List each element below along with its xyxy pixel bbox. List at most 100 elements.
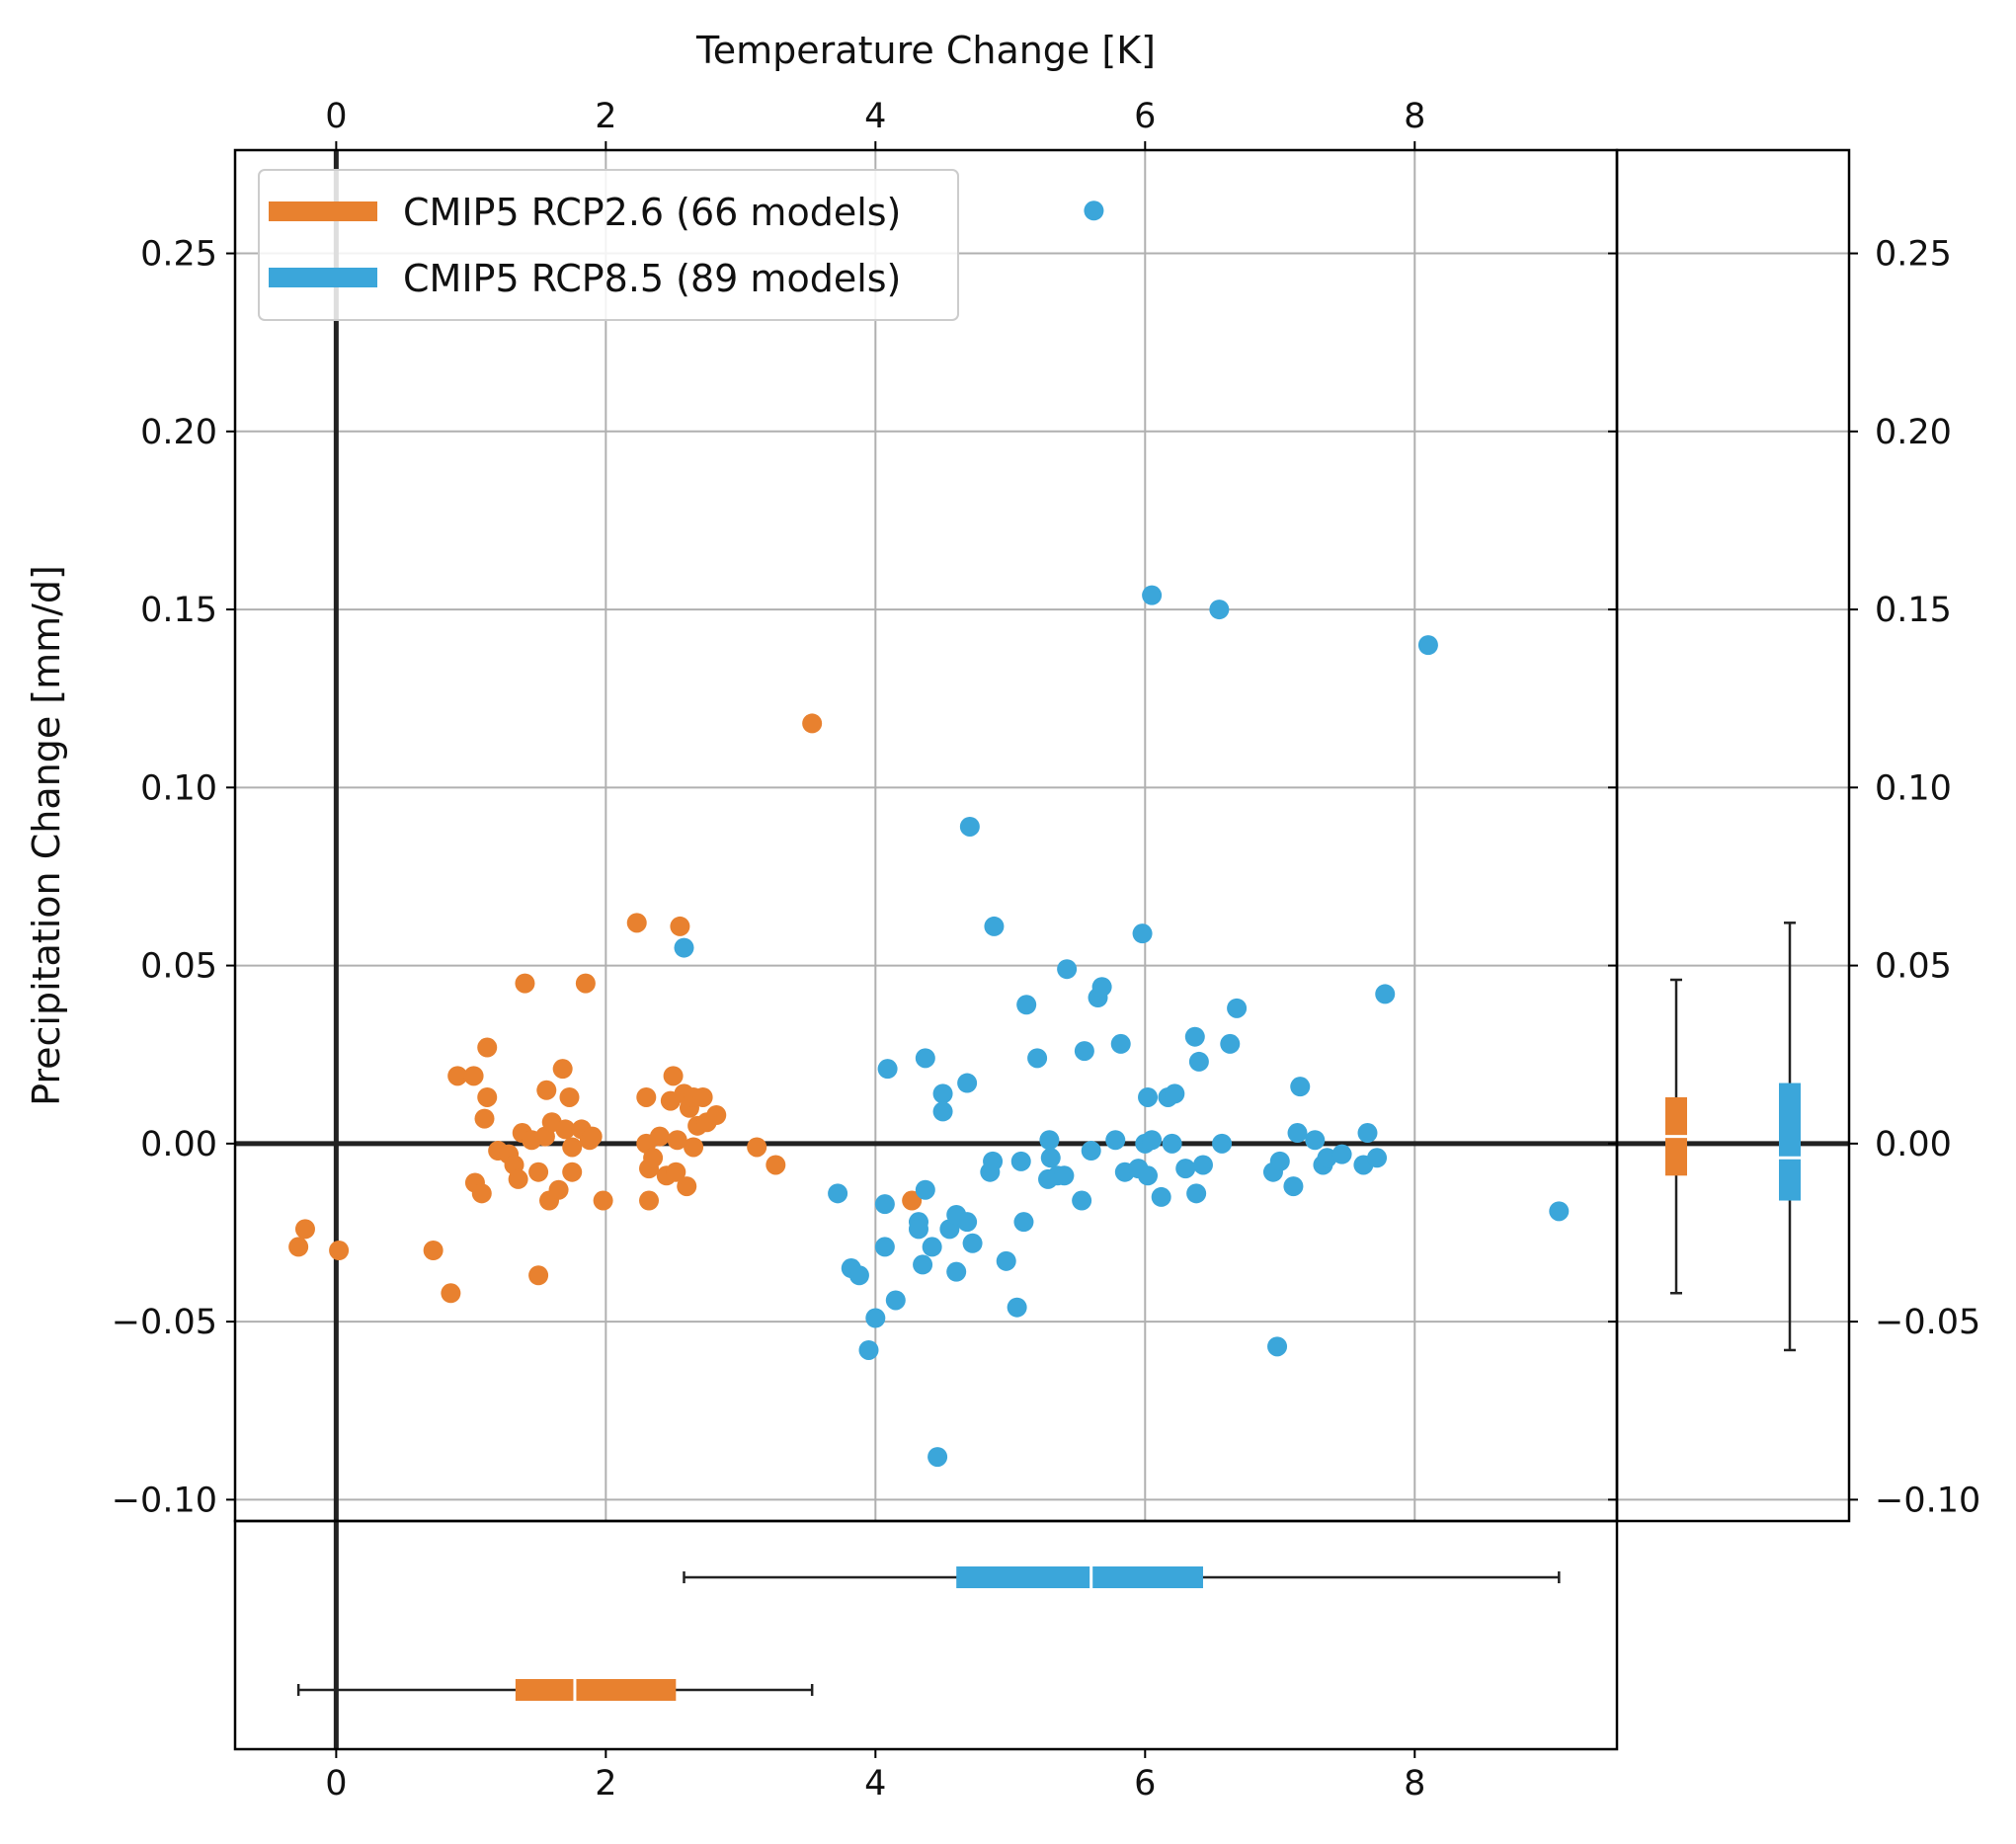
- rcp85-point: [1142, 1130, 1163, 1151]
- x-axis-label: Temperature Change [K]: [695, 29, 1156, 72]
- rcp85-point: [1267, 1336, 1288, 1357]
- rcp85-point: [1186, 1183, 1207, 1204]
- rcp26-point: [593, 1190, 613, 1211]
- right-y-tick-label: 0.05: [1875, 947, 1952, 987]
- rcp85-point: [946, 1261, 967, 1282]
- rcp26-point: [548, 1179, 569, 1200]
- rcp85-point: [828, 1183, 848, 1204]
- bottom-marginal-frame: [233, 1519, 1619, 1751]
- rcp85-point: [1367, 1148, 1388, 1168]
- top-x-tick-label: 0: [325, 97, 347, 136]
- rcp85-point: [908, 1219, 928, 1240]
- axes-frames: [233, 148, 1851, 1751]
- rcp26-point: [902, 1190, 923, 1211]
- rcp85-point: [962, 1233, 983, 1253]
- rcp26-point: [802, 713, 823, 734]
- marginal-boxplots: [296, 922, 1801, 1701]
- rcp85-point: [959, 816, 980, 837]
- rcp85-point: [1074, 1041, 1094, 1062]
- rcp85-point: [1013, 1212, 1034, 1233]
- bottom-x-tick-label: 2: [595, 1764, 616, 1804]
- rcp85-point: [1138, 1165, 1159, 1186]
- rcp85-point: [858, 1339, 879, 1360]
- rcp85-point: [1081, 1141, 1101, 1162]
- rcp85-point: [1007, 1297, 1027, 1318]
- rcp26-point: [667, 1130, 687, 1151]
- rcp85-point: [1287, 1123, 1308, 1144]
- rcp85-point: [874, 1237, 895, 1257]
- rcp85-point: [1039, 1130, 1060, 1151]
- rcp85-point: [674, 937, 694, 958]
- rcp26-point: [692, 1086, 713, 1107]
- rcp85-point: [885, 1290, 906, 1311]
- rcp85-point: [1132, 923, 1153, 944]
- rcp26-point: [528, 1265, 549, 1286]
- rcp85-precipitation-box: [1779, 1082, 1801, 1201]
- rcp26-point: [508, 1168, 528, 1189]
- rcp26-point: [663, 1066, 684, 1086]
- left-y-tick-label: 0.05: [140, 947, 217, 987]
- rcp85-point: [1209, 600, 1230, 620]
- right-y-tick-label: 0.25: [1875, 235, 1952, 275]
- rcp85-point: [1220, 1033, 1241, 1054]
- rcp85-point: [1040, 1148, 1061, 1168]
- rcp85-point: [1142, 585, 1163, 605]
- rcp26-point: [536, 1080, 557, 1100]
- bottom-x-tick-label: 6: [1134, 1764, 1156, 1804]
- rcp85-point: [877, 1059, 898, 1080]
- rcp85-point: [1227, 998, 1248, 1018]
- rcp85-point: [927, 1447, 948, 1468]
- rcp85-point: [932, 1083, 953, 1104]
- rcp26-point: [639, 1190, 660, 1211]
- rcp85-point: [1084, 200, 1104, 221]
- rcp26-point: [515, 973, 535, 994]
- rcp26-point: [552, 1059, 573, 1080]
- rcp26-point: [441, 1283, 461, 1304]
- rcp85-point: [957, 1073, 978, 1093]
- rcp85-point: [1188, 1051, 1209, 1072]
- legend-box: [258, 169, 959, 321]
- rcp26-temperature-box: [515, 1679, 677, 1701]
- right-y-tick-label: −0.05: [1875, 1303, 1980, 1342]
- rcp26-point: [477, 1086, 498, 1107]
- rcp85-point: [1165, 1083, 1185, 1104]
- rcp85-point: [1072, 1190, 1092, 1211]
- rcp85-point: [1331, 1144, 1352, 1164]
- rcp85-point: [1283, 1176, 1304, 1197]
- top-x-tick-label: 4: [864, 97, 886, 136]
- rcp26-point: [329, 1241, 350, 1261]
- legend-label-rcp26: CMIP5 RCP2.6 (66 models): [403, 191, 901, 234]
- left-y-tick-label: 0.00: [140, 1125, 217, 1164]
- left-y-tick-label: 0.25: [140, 235, 217, 275]
- rcp26-point: [463, 1066, 484, 1086]
- right-marginal-frame: [1615, 148, 1851, 1523]
- right-y-tick-label: 0.15: [1875, 591, 1952, 630]
- rcp85-point: [1138, 1086, 1159, 1107]
- rcp85-point: [915, 1179, 935, 1200]
- rcp85-point: [1105, 1130, 1126, 1151]
- rcp85-point: [957, 1212, 978, 1233]
- rcp85-point: [1317, 1148, 1337, 1168]
- rcp85-point: [1091, 977, 1112, 998]
- rcp26-point: [747, 1137, 767, 1158]
- rcp85-temperature-box: [956, 1566, 1203, 1588]
- legend-label-rcp85: CMIP5 RCP8.5 (89 models): [403, 257, 901, 300]
- rcp26-point: [582, 1126, 603, 1147]
- left-y-tick-label: 0.15: [140, 591, 217, 630]
- rcp26-point: [666, 1162, 686, 1182]
- y-axis-label: Precipitation Change [mm/d]: [25, 565, 68, 1106]
- rcp85-point: [996, 1250, 1016, 1271]
- rcp26-point: [766, 1155, 786, 1175]
- rcp85-point: [1175, 1159, 1196, 1179]
- rcp26-point: [626, 913, 647, 933]
- right-y-tick-label: −0.10: [1875, 1481, 1980, 1520]
- top-x-tick-label: 6: [1134, 97, 1156, 136]
- legend: CMIP5 RCP2.6 (66 models) CMIP5 RCP8.5 (8…: [258, 169, 959, 321]
- top-x-tick-label: 2: [595, 97, 616, 136]
- rcp85-point: [1192, 1155, 1213, 1175]
- bottom-x-tick-label: 0: [325, 1764, 347, 1804]
- left-y-tick-label: 0.10: [140, 768, 217, 808]
- rcp26-point: [684, 1137, 704, 1158]
- rcp26-point: [423, 1241, 444, 1261]
- rcp85-point: [922, 1237, 942, 1257]
